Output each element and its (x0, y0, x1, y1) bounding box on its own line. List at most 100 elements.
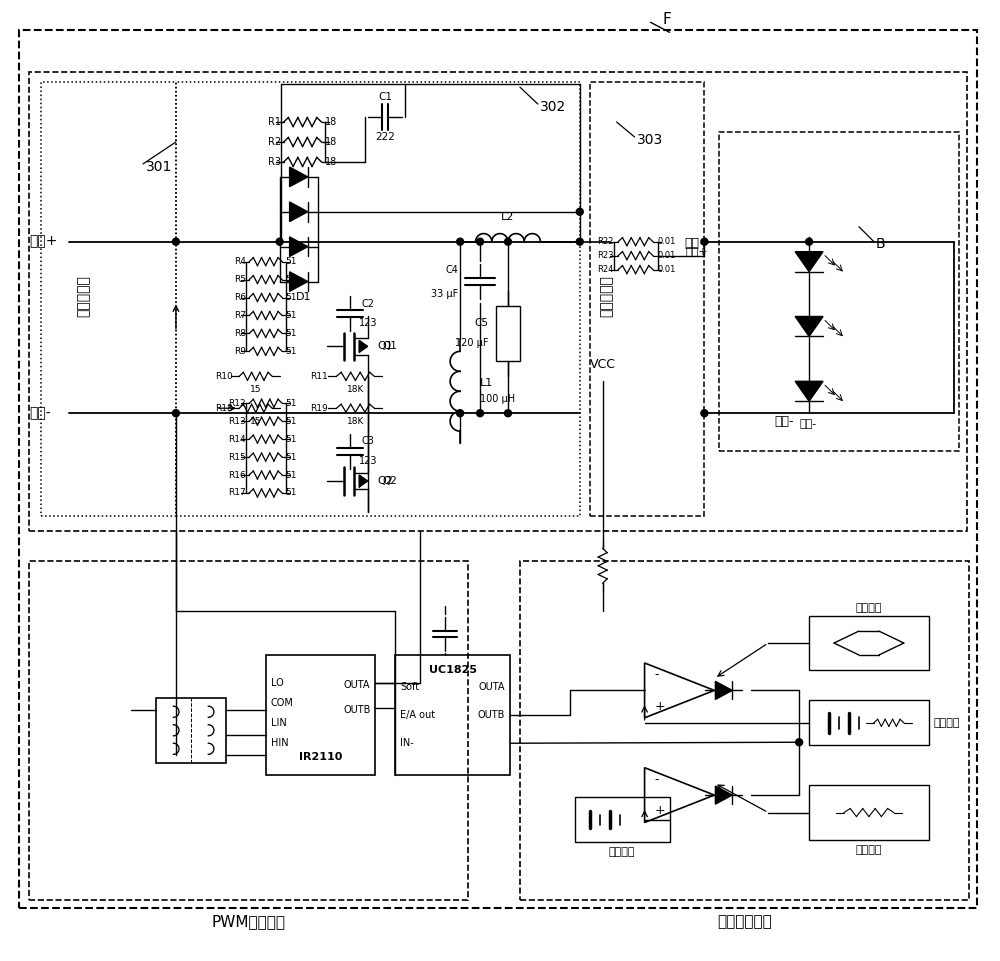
Text: LO: LO (271, 678, 283, 688)
Text: R12: R12 (228, 399, 246, 407)
Text: COM: COM (271, 699, 294, 708)
Text: Q2: Q2 (378, 476, 394, 486)
Text: R7: R7 (234, 311, 246, 320)
Text: 电压基准: 电压基准 (609, 847, 635, 857)
Text: PWM驱动电路: PWM驱动电路 (212, 914, 286, 929)
Text: 0.01: 0.01 (658, 237, 676, 246)
Circle shape (457, 409, 464, 417)
Bar (809, 785, 929, 840)
Text: R11: R11 (310, 372, 328, 381)
Text: 18K: 18K (347, 384, 364, 394)
Text: HIN: HIN (271, 738, 288, 749)
Circle shape (504, 409, 511, 417)
Polygon shape (795, 252, 823, 272)
Text: 51: 51 (286, 399, 297, 407)
Circle shape (276, 238, 283, 245)
Text: Q1: Q1 (382, 341, 397, 352)
Text: 51: 51 (286, 275, 297, 284)
Text: 120 μF: 120 μF (455, 338, 488, 349)
Text: B: B (876, 236, 886, 251)
Text: 18: 18 (325, 157, 337, 167)
Text: R9: R9 (234, 347, 246, 356)
Text: R14: R14 (228, 434, 246, 444)
Polygon shape (290, 167, 308, 186)
Text: C1: C1 (378, 92, 392, 102)
Text: L2: L2 (501, 211, 515, 222)
Text: 输入+: 输入+ (29, 234, 58, 249)
Text: 51: 51 (286, 417, 297, 426)
Polygon shape (290, 272, 308, 291)
Bar (176, 82, 580, 516)
Circle shape (701, 409, 708, 417)
Text: LIN: LIN (271, 718, 286, 728)
Circle shape (806, 238, 813, 245)
Bar (809, 701, 929, 745)
Text: 302: 302 (540, 100, 566, 114)
Bar (266, 655, 375, 776)
Polygon shape (359, 475, 368, 487)
Text: 输出滤波器: 输出滤波器 (600, 276, 614, 317)
Text: -: - (655, 773, 659, 786)
Text: Q2: Q2 (382, 476, 397, 486)
Bar (575, 797, 670, 842)
Bar (29, 72, 967, 530)
Polygon shape (290, 202, 308, 222)
Text: 电流基准: 电流基准 (934, 718, 960, 727)
Text: VCC: VCC (590, 358, 616, 371)
Text: F: F (663, 12, 671, 27)
Text: R10: R10 (215, 372, 233, 381)
Bar (809, 616, 929, 671)
Text: Soft: Soft (400, 682, 419, 692)
Bar (719, 132, 959, 451)
Text: R23: R23 (597, 251, 614, 260)
Text: 51: 51 (286, 453, 297, 461)
Polygon shape (715, 681, 732, 700)
Circle shape (576, 209, 583, 215)
Text: C5: C5 (474, 318, 488, 329)
Text: Q1: Q1 (378, 341, 394, 352)
Text: R2: R2 (268, 137, 281, 147)
Text: R16: R16 (228, 471, 246, 480)
Text: 输入滤波器: 输入滤波器 (76, 276, 90, 317)
Text: 100 μH: 100 μH (480, 394, 515, 405)
Text: 51: 51 (286, 471, 297, 480)
Text: R18: R18 (215, 404, 233, 412)
Polygon shape (795, 382, 823, 402)
Text: +: + (655, 804, 665, 817)
Circle shape (796, 739, 803, 746)
Text: 0.01: 0.01 (658, 265, 676, 274)
Text: 18: 18 (325, 117, 337, 127)
Text: R8: R8 (234, 329, 246, 338)
Text: 15: 15 (250, 384, 261, 394)
Text: 51: 51 (286, 258, 297, 266)
Circle shape (576, 238, 583, 245)
Text: 33 μF: 33 μF (431, 288, 458, 299)
Text: UC1825: UC1825 (429, 665, 477, 676)
Text: 303: 303 (637, 133, 663, 147)
Text: 18K: 18K (347, 417, 364, 426)
Bar (520, 561, 969, 899)
Bar (156, 698, 226, 763)
Circle shape (504, 238, 511, 245)
Text: 0.01: 0.01 (658, 251, 676, 260)
Text: -: - (655, 668, 659, 681)
Text: +: + (655, 700, 665, 713)
Text: R6: R6 (234, 293, 246, 302)
Bar (590, 82, 704, 516)
Text: 51: 51 (286, 329, 297, 338)
Text: 输入-: 输入- (29, 407, 51, 420)
Text: 51: 51 (286, 434, 297, 444)
Text: R22: R22 (597, 237, 614, 246)
Text: 反馈控制电路: 反馈控制电路 (717, 914, 772, 929)
Text: 电压采样: 电压采样 (856, 845, 882, 855)
Bar (41, 82, 176, 516)
Text: R17: R17 (228, 488, 246, 498)
Circle shape (457, 238, 464, 245)
Text: C3: C3 (362, 436, 375, 446)
Circle shape (477, 238, 484, 245)
Text: 18: 18 (325, 137, 337, 147)
Text: OUTB: OUTB (343, 705, 370, 715)
Text: R15: R15 (228, 453, 246, 461)
Text: E/A out: E/A out (400, 710, 435, 721)
Text: R4: R4 (234, 258, 246, 266)
